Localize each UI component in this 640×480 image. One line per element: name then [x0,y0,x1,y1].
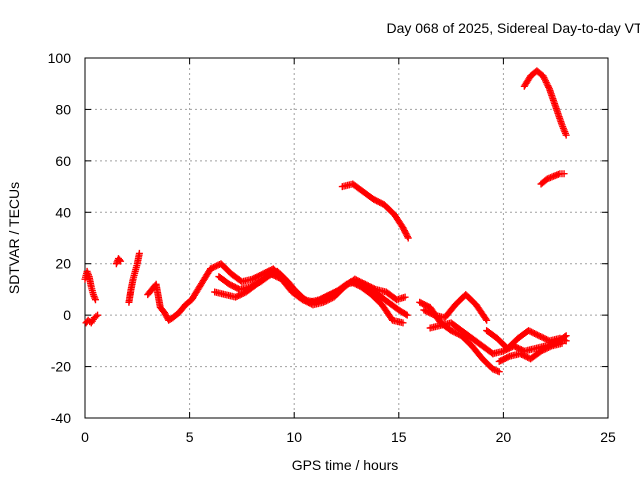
data-point-marker [482,315,490,323]
y-tick-label: 20 [55,256,71,272]
data-point-marker [546,343,554,351]
data-points [81,67,570,376]
y-tick-label: 60 [55,153,71,169]
data-point-marker [540,74,548,82]
data-point-marker [401,293,409,301]
data-point-marker [429,310,437,318]
data-point-marker [91,296,99,304]
x-tick-label: 5 [186,429,194,445]
data-point-marker [116,256,124,264]
series-sat_o [495,339,566,365]
series-sat_d [125,249,143,306]
series-sat_p [520,67,570,139]
data-point-marker [560,170,568,178]
y-axis-title: SDTVAR / TECUs [6,182,22,294]
data-point-marker [545,83,553,91]
series-sat_m [483,327,570,353]
data-point-marker [403,233,411,241]
data-point-marker [399,319,407,327]
x-tick-label: 10 [286,429,302,445]
x-tick-label: 0 [81,429,89,445]
y-tick-label: -20 [51,359,71,375]
data-point-marker [562,332,570,340]
series-sat_q [537,170,568,188]
x-tick-label: 15 [391,429,407,445]
data-point-marker [94,311,102,319]
data-point-marker [542,77,550,85]
data-point-marker [542,78,550,86]
chart-title: Day 068 of 2025, Sidereal Day-to-day VTE… [386,20,640,36]
data-point-marker [117,257,125,265]
series-sat_b [82,311,102,327]
data-point-marker [541,75,549,83]
data-point-marker [135,249,143,257]
data-point-marker [558,339,566,347]
data-point-marker [495,368,503,376]
data-point-marker [403,311,411,319]
series-sat_l [426,319,497,358]
y-tick-label: 0 [63,307,71,323]
series-sat_a [81,267,99,304]
axis-ticks: 0 5 10 15 20 25 -40 -20 0 20 40 60 80 100 [48,50,616,445]
x-tick-label: 25 [600,429,616,445]
y-tick-label: -40 [51,410,71,426]
plot-area-frame [84,57,609,419]
data-point-marker [483,316,491,324]
y-tick-label: 40 [55,204,71,220]
series-sat_c [112,255,125,268]
series-sat_i [338,180,412,242]
series-sat_k [420,291,491,324]
data-point-marker [562,131,570,139]
data-point-marker [561,333,569,341]
data-point-marker [539,72,547,80]
data-point-marker [404,234,412,242]
data-point-marker [504,353,512,361]
data-point-marker [370,285,378,293]
grid-lines [85,58,608,418]
y-tick-label: 80 [55,101,71,117]
y-tick-label: 100 [48,50,72,66]
data-point-marker [92,312,100,320]
series-sat_h [215,270,409,309]
x-axis-title: GPS time / hours [292,457,399,473]
data-point-marker [543,80,551,88]
series-sat_e [144,265,215,324]
data-point-marker [402,310,410,318]
data-point-marker [544,82,552,90]
x-tick-label: 20 [496,429,512,445]
